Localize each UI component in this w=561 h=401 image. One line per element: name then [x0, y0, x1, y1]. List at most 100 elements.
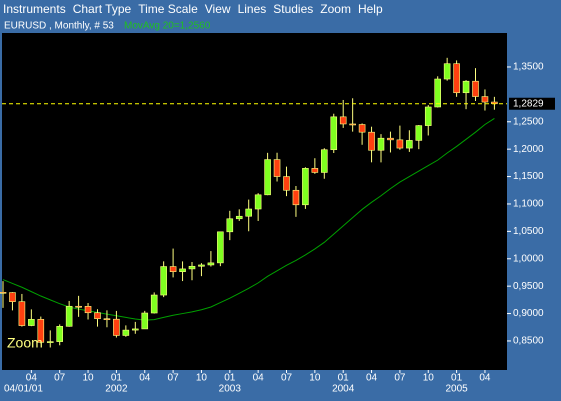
candle-body [235, 215, 243, 220]
candle-body [150, 294, 158, 314]
candle-body [302, 168, 309, 206]
x-tick-label: 04 [366, 373, 378, 384]
candle-body [273, 159, 281, 177]
candle-body [113, 318, 120, 336]
y-tick-label: 1,1000 [513, 199, 544, 210]
candle-body [396, 139, 404, 149]
candle-body [481, 96, 489, 103]
candle-body [103, 318, 111, 321]
y-tick-label: 1,3500 [513, 62, 544, 73]
candle-body [415, 125, 423, 141]
candle-body [264, 159, 271, 196]
menu-item[interactable]: Time Scale [138, 2, 198, 16]
zoom-label: Zoom [7, 335, 43, 351]
candle-body [377, 137, 385, 151]
candle-body [122, 329, 130, 336]
x-tick-label: 04 [139, 373, 151, 384]
candle-body [226, 218, 234, 233]
candle-body [245, 208, 252, 217]
candle-body [330, 116, 338, 151]
candle-body [283, 176, 290, 191]
candle-body [94, 312, 101, 320]
candle-body [46, 341, 54, 343]
candle-body [424, 106, 432, 126]
candle-body [207, 262, 215, 266]
x-year-label: 2002 [105, 384, 128, 395]
last-price-label: 1,2829 [513, 98, 544, 109]
y-tick-label: 1,0000 [513, 253, 544, 264]
chart-title: EURUSD , Monthly, # 53 [4, 21, 114, 32]
candle-body [311, 168, 319, 173]
menu-item[interactable]: Instruments [3, 2, 66, 16]
candle-body [320, 149, 328, 173]
menu-item[interactable]: Help [357, 2, 383, 16]
menu-item[interactable]: Lines [237, 2, 267, 16]
candle-body [387, 137, 394, 141]
x-tick-label: 07 [168, 373, 180, 384]
menu-item[interactable]: Studies [273, 2, 314, 16]
x-year-label: 2003 [219, 384, 242, 395]
candle-body [254, 194, 262, 210]
candle-body [132, 328, 139, 331]
candle-body [9, 292, 16, 302]
candle-body [188, 265, 196, 270]
candle-body [472, 80, 479, 97]
x-tick-label: 01 [111, 373, 123, 384]
candle-body [169, 266, 177, 272]
menu-item[interactable]: Zoom [320, 2, 351, 16]
study-label: MovAvg 20=1,2560 [124, 21, 211, 32]
x-tick-label: 01 [338, 373, 350, 384]
candle-body [84, 306, 92, 314]
x-tick-label: 07 [281, 373, 293, 384]
y-tick-label: 1,2000 [513, 144, 544, 155]
candle-body [141, 312, 149, 330]
candle-body [292, 189, 300, 206]
x-tick-label: 07 [394, 373, 406, 384]
menu-item[interactable]: Chart Type [72, 2, 132, 16]
x-year-label: 2005 [445, 384, 468, 395]
x-tick-label: 01 [451, 373, 463, 384]
x-tick-label: 04 [253, 373, 265, 384]
x-tick-label: 10 [82, 373, 94, 384]
x-tick-label: 04 [479, 373, 491, 384]
candle-body [339, 116, 347, 125]
y-tick-label: 0,8500 [513, 336, 544, 347]
x-tick-label: 10 [423, 373, 435, 384]
candle-body [28, 319, 35, 326]
x-tick-label: 01 [224, 373, 236, 384]
candle-body [217, 231, 224, 264]
y-tick-label: 0,9000 [513, 308, 544, 319]
candle-body [37, 319, 45, 343]
candle-body [65, 305, 73, 327]
x-tick-label: 04 [26, 373, 38, 384]
candle-body [453, 63, 460, 94]
candle-body [56, 326, 64, 342]
y-tick-label: 0,9500 [513, 281, 544, 292]
candle-body [434, 78, 442, 108]
candle-body [198, 264, 205, 267]
menu-item[interactable]: View [204, 2, 231, 16]
candle-body [160, 266, 167, 296]
candle-body [0, 291, 7, 294]
candle-body [349, 123, 356, 126]
candle-body [75, 305, 82, 308]
plot-area [2, 33, 507, 370]
menu-bar: Instruments Chart Type Time Scale View Lines… [0, 0, 561, 18]
candle-body [462, 80, 470, 94]
y-tick-label: 1,0500 [513, 226, 544, 237]
candle-body [368, 131, 375, 151]
x-tick-label: 07 [54, 373, 66, 384]
candle-body [358, 124, 366, 133]
x-year-label: 04/01/01 [4, 384, 43, 395]
x-tick-label: 10 [196, 373, 208, 384]
last-price-box [509, 97, 555, 110]
y-tick-label: 1,1500 [513, 171, 544, 182]
candle-body [179, 268, 186, 272]
y-tick-label: 1,2500 [513, 116, 544, 127]
x-tick-label: 10 [309, 373, 321, 384]
candle-body [443, 63, 451, 80]
candle-body [18, 301, 26, 326]
x-year-label: 2004 [332, 384, 355, 395]
